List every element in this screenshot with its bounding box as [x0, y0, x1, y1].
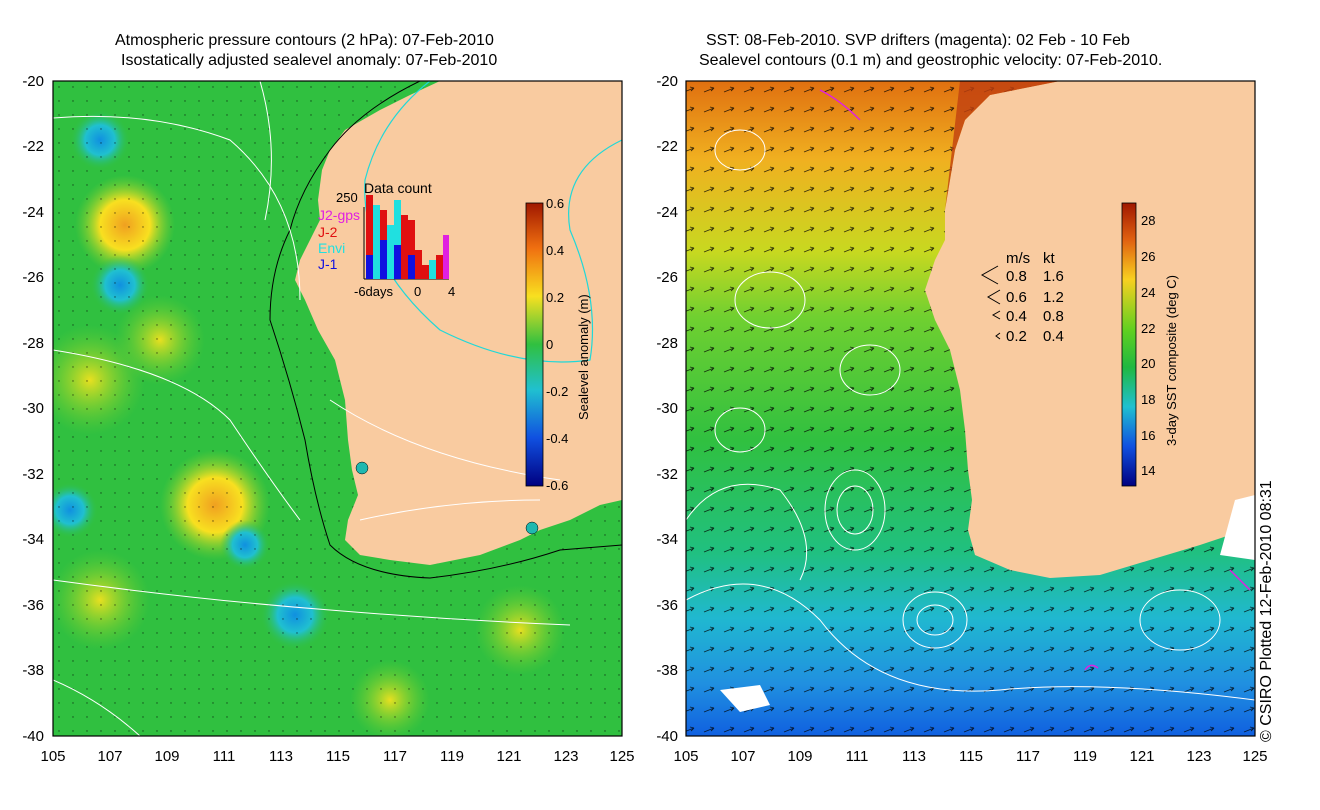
right-y-tick: -24 — [656, 204, 678, 221]
right-cbar-tick: 14 — [1141, 463, 1156, 478]
left-y-tick: -30 — [22, 400, 44, 417]
right-cbar-tick: 16 — [1141, 428, 1156, 443]
left-y-tick: -40 — [22, 728, 44, 745]
left-x-tick: 121 — [496, 748, 522, 765]
velocity-row-kt: 1.2 — [1043, 289, 1064, 306]
inset-x-label: -6days — [354, 284, 394, 299]
right-y-tick: -38 — [656, 662, 678, 679]
right-x-tick: 105 — [673, 748, 699, 765]
left-y-tick: -34 — [22, 531, 44, 548]
left-x-tick: 105 — [40, 748, 66, 765]
left-x-tick: 115 — [326, 748, 350, 765]
right-x-tick: 117 — [1016, 748, 1040, 765]
right-cbar-tick: 28 — [1141, 213, 1156, 228]
inset-x-label: 0 — [414, 284, 422, 299]
velocity-row-ms: 0.8 — [1006, 268, 1027, 285]
right-x-tick: 121 — [1129, 748, 1155, 765]
left-y-tick: -32 — [22, 466, 44, 483]
left-y-tick: -28 — [22, 335, 44, 352]
right-x-tick: 113 — [902, 748, 926, 765]
right-y-tick: -22 — [656, 138, 678, 155]
right-cbar-tick: 20 — [1141, 356, 1156, 371]
right-map — [686, 81, 1255, 736]
left-x-tick: 107 — [97, 748, 123, 765]
left-x-tick: 123 — [553, 748, 579, 765]
right-y-tick: -30 — [656, 400, 678, 417]
left-x-tick: 113 — [269, 748, 293, 765]
right-x-tick: 109 — [787, 748, 813, 765]
velocity-row-ms: 0.2 — [1006, 328, 1027, 345]
left-x-tick: 117 — [383, 748, 407, 765]
left-cbar-tick: -0.4 — [546, 431, 569, 446]
inset-legend-envi: Envi — [318, 240, 346, 256]
left-y-tick: -38 — [22, 662, 44, 679]
velocity-header-ms: m/s — [1006, 250, 1031, 267]
right-colorbar — [1121, 202, 1137, 487]
right-cbar-tick: 26 — [1141, 249, 1156, 264]
inset-legend-j2gps: J2-gps — [318, 207, 361, 223]
velocity-header-kt: kt — [1043, 250, 1055, 267]
copyright-notice: © CSIRO Plotted 12-Feb-2010 08:31 — [1258, 480, 1275, 742]
left-title-line2: Isostatically adjusted sealevel anomaly:… — [121, 52, 498, 69]
left-title-line1: Atmospheric pressure contours (2 hPa): 0… — [115, 32, 494, 49]
left-y-tick: -24 — [22, 204, 44, 221]
right-y-tick: -36 — [656, 597, 678, 614]
right-y-tick: -34 — [656, 531, 678, 548]
right-x-tick: 125 — [1242, 748, 1268, 765]
right-y-tick: -32 — [656, 466, 678, 483]
right-x-tick: 111 — [845, 748, 869, 765]
right-x-tick: 123 — [1186, 748, 1212, 765]
inset-title: Data count — [364, 180, 432, 196]
left-cbar-tick: 0.4 — [546, 243, 565, 258]
right-y-tick: -40 — [656, 728, 678, 745]
right-colorbar-label: 3-day SST composite (deg C) — [1164, 275, 1179, 446]
left-cbar-tick: -0.2 — [546, 384, 569, 399]
left-y-tick: -22 — [22, 138, 44, 155]
inset-ymax: 250 — [336, 190, 358, 205]
data-count-histogram — [363, 195, 449, 280]
right-cbar-tick: 22 — [1141, 321, 1156, 336]
right-y-tick: -26 — [656, 269, 678, 286]
inset-x-label: 4 — [448, 284, 456, 299]
right-x-tick: 115 — [959, 748, 983, 765]
inset-legend-j1: J-1 — [318, 256, 338, 272]
left-y-tick: -36 — [22, 597, 44, 614]
right-title-line2: Sealevel contours (0.1 m) and geostrophi… — [699, 52, 1163, 69]
left-cbar-tick: 0.6 — [546, 196, 565, 211]
left-x-tick: 125 — [609, 748, 635, 765]
velocity-legend-arrows — [980, 265, 1001, 340]
left-cbar-tick: -0.6 — [546, 478, 569, 493]
velocity-row-kt: 0.8 — [1043, 308, 1064, 325]
right-cbar-tick: 18 — [1141, 392, 1156, 407]
velocity-row-kt: 0.4 — [1043, 328, 1064, 345]
right-cbar-tick: 24 — [1141, 285, 1156, 300]
left-y-tick: -20 — [22, 73, 44, 90]
left-cbar-tick: 0.2 — [546, 290, 565, 305]
left-colorbar — [525, 202, 544, 487]
right-title-line1: SST: 08-Feb-2010. SVP drifters (magenta)… — [706, 32, 1130, 49]
left-frame — [52, 80, 623, 737]
right-frame — [685, 80, 1256, 737]
left-y-tick: -26 — [22, 269, 44, 286]
left-cbar-tick: 0 — [546, 337, 554, 352]
left-colorbar-label: Sealevel anomaly (m) — [576, 294, 591, 420]
left-x-tick: 109 — [154, 748, 180, 765]
left-x-tick: 119 — [440, 748, 464, 765]
velocity-row-kt: 1.6 — [1043, 268, 1064, 285]
velocity-row-ms: 0.6 — [1006, 289, 1027, 306]
right-x-tick: 107 — [730, 748, 756, 765]
left-x-tick: 111 — [212, 748, 236, 765]
right-y-tick: -20 — [656, 73, 678, 90]
velocity-row-ms: 0.4 — [1006, 308, 1027, 325]
right-y-tick: -28 — [656, 335, 678, 352]
inset-legend-j2: J-2 — [318, 224, 338, 240]
right-x-tick: 119 — [1073, 748, 1097, 765]
